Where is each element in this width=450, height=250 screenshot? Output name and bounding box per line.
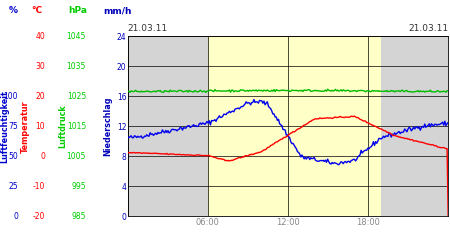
- Text: °C: °C: [32, 6, 43, 15]
- Text: Luftdruck: Luftdruck: [58, 104, 68, 148]
- Text: 1015: 1015: [67, 122, 86, 131]
- Text: -10: -10: [32, 182, 45, 191]
- Bar: [368, 36, 382, 216]
- Text: 995: 995: [72, 182, 86, 191]
- Text: 30: 30: [35, 62, 45, 71]
- Text: 985: 985: [72, 212, 86, 221]
- Text: 1025: 1025: [67, 92, 86, 101]
- Text: Niederschlag: Niederschlag: [104, 96, 112, 156]
- Text: 25: 25: [9, 182, 18, 191]
- Text: Temperatur: Temperatur: [21, 100, 30, 152]
- Text: hPa: hPa: [68, 6, 87, 15]
- Text: 21.03.11: 21.03.11: [408, 24, 448, 33]
- Text: 1045: 1045: [67, 32, 86, 41]
- Text: -20: -20: [32, 212, 45, 221]
- Text: 10: 10: [36, 122, 45, 131]
- Text: 50: 50: [8, 152, 18, 161]
- Bar: [208, 36, 368, 216]
- Text: 1035: 1035: [67, 62, 86, 71]
- Text: mm/h: mm/h: [104, 6, 132, 15]
- Text: Luftfeuchtigkeit: Luftfeuchtigkeit: [0, 90, 9, 162]
- Text: 0: 0: [40, 152, 45, 161]
- Text: 0: 0: [13, 212, 18, 221]
- Text: 21.03.11: 21.03.11: [128, 24, 168, 33]
- Text: 40: 40: [35, 32, 45, 41]
- Text: 1005: 1005: [67, 152, 86, 161]
- Text: 100: 100: [4, 92, 18, 101]
- Text: 75: 75: [8, 122, 18, 131]
- Text: %: %: [9, 6, 18, 15]
- Text: 20: 20: [36, 92, 45, 101]
